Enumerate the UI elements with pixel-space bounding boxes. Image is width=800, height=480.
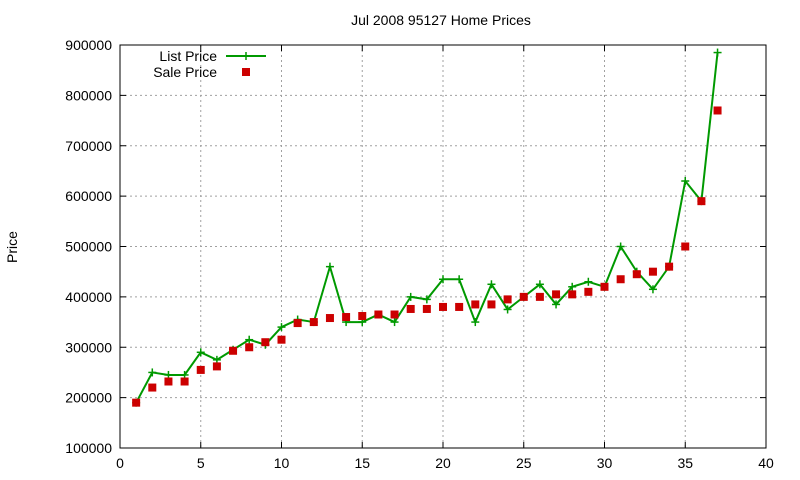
legend-swatch <box>226 52 266 60</box>
data-point <box>713 48 722 57</box>
data-point <box>132 398 141 407</box>
axis-ticks: 0 5 10 15 20 25 30 35 40 100000 200000 300000 400000… <box>65 37 774 471</box>
legend-label: Sale Price <box>153 64 217 80</box>
series-sale-price <box>132 106 722 407</box>
data-point <box>487 300 496 309</box>
data-point <box>212 362 221 371</box>
data-point <box>616 242 625 251</box>
data-point <box>439 275 447 284</box>
data-point <box>600 282 609 291</box>
y-tick-label: 800000 <box>65 87 112 103</box>
data-point <box>277 323 286 332</box>
data-point <box>487 280 496 289</box>
x-tick-label: 0 <box>116 455 124 471</box>
series-line <box>135 52 719 404</box>
data-point <box>342 313 351 322</box>
data-point <box>229 346 238 355</box>
data-point <box>568 290 577 299</box>
data-point <box>277 335 286 344</box>
data-point <box>697 197 706 206</box>
data-point <box>713 106 722 115</box>
data-point <box>471 300 480 309</box>
data-point <box>681 177 690 186</box>
data-point <box>648 267 657 276</box>
data-point <box>325 314 334 323</box>
data-point <box>358 312 367 321</box>
data-point <box>439 302 447 311</box>
data-point <box>196 348 205 357</box>
data-point <box>325 262 334 271</box>
data-point <box>422 304 431 313</box>
data-point <box>406 292 415 301</box>
x-tick-label: 35 <box>677 455 693 471</box>
data-point <box>665 262 674 271</box>
data-point <box>535 292 544 301</box>
x-tick-label: 20 <box>435 455 451 471</box>
legend-label: List Price <box>159 48 217 64</box>
plot-frame <box>119 44 767 449</box>
data-point <box>374 310 383 319</box>
data-point <box>293 319 302 328</box>
y-tick-label: 500000 <box>65 239 112 255</box>
y-axis-label: Price <box>4 231 20 263</box>
data-point <box>535 280 544 289</box>
y-tick-label: 900000 <box>65 37 112 53</box>
series-layer <box>132 48 722 407</box>
y-tick-label: 700000 <box>65 138 112 154</box>
data-point <box>180 377 189 386</box>
data-point <box>552 300 561 309</box>
x-tick-label: 25 <box>516 455 532 471</box>
legend-swatch <box>242 68 250 76</box>
data-point <box>309 318 318 327</box>
grid-lines <box>120 45 766 448</box>
data-point <box>390 310 399 319</box>
data-point <box>406 304 415 313</box>
data-point <box>616 275 625 284</box>
y-tick-label: 200000 <box>65 390 112 406</box>
data-point <box>503 305 512 314</box>
data-point <box>584 277 593 286</box>
data-point <box>455 302 464 311</box>
data-point <box>422 295 431 304</box>
data-point <box>245 343 254 352</box>
data-point <box>681 242 690 251</box>
data-point <box>245 335 254 344</box>
x-tick-label: 5 <box>197 455 205 471</box>
data-point <box>503 295 512 304</box>
data-point <box>519 292 528 301</box>
data-point <box>568 282 577 291</box>
data-point <box>148 383 157 392</box>
y-tick-label: 400000 <box>65 289 112 305</box>
data-point <box>584 287 593 296</box>
data-point <box>648 285 657 294</box>
y-tick-label: 300000 <box>65 339 112 355</box>
data-point <box>632 270 641 279</box>
x-tick-label: 15 <box>354 455 370 471</box>
y-tick-label: 600000 <box>65 188 112 204</box>
data-point <box>164 377 173 386</box>
x-tick-label: 10 <box>274 455 290 471</box>
data-point <box>455 275 464 284</box>
x-tick-label: 30 <box>597 455 613 471</box>
chart-title: Jul 2008 95127 Home Prices <box>351 12 531 28</box>
data-point <box>390 318 399 327</box>
data-point <box>471 318 480 327</box>
data-point <box>261 338 270 347</box>
series-list-price <box>132 48 722 407</box>
data-point <box>552 290 561 299</box>
data-point <box>148 368 157 377</box>
y-tick-label: 100000 <box>65 440 112 456</box>
data-point <box>196 365 205 374</box>
x-tick-label: 40 <box>758 455 774 471</box>
